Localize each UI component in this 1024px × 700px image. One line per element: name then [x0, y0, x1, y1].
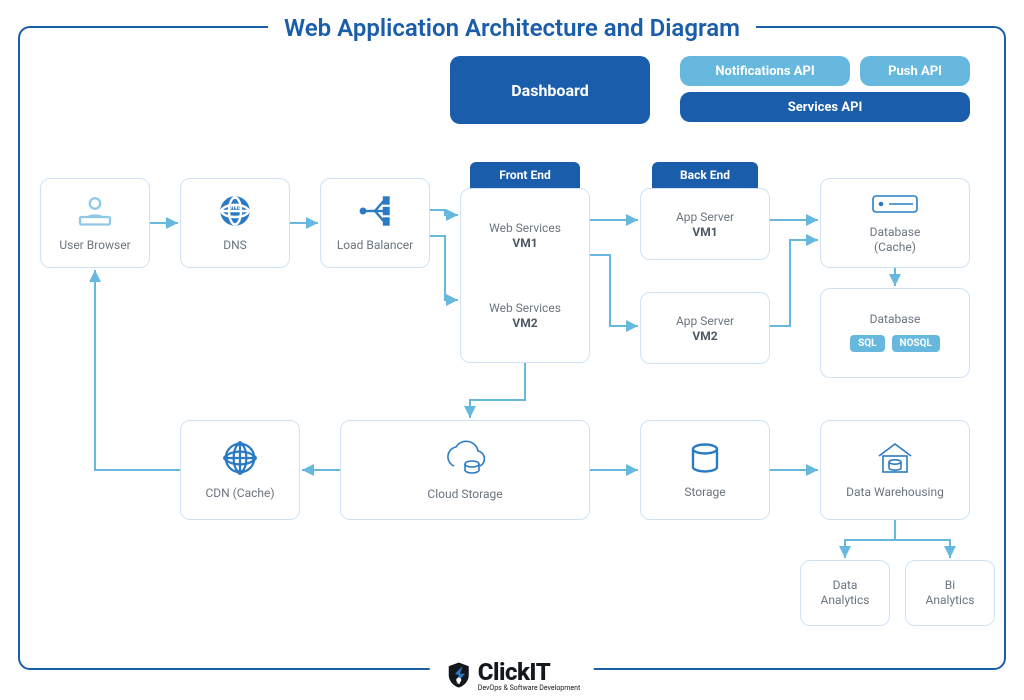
- node-label: Data Warehousing: [846, 485, 944, 500]
- node-database-cache: Database (Cache): [820, 178, 970, 268]
- node-frontend: Web Services VM1 Web Services VM2: [460, 188, 590, 363]
- sql-chip: SQL: [850, 335, 884, 352]
- notifications-pill: Notifications API: [680, 56, 850, 86]
- server-icon: [871, 192, 919, 219]
- nosql-chip: NOSQL: [892, 335, 940, 352]
- node-label: CDN (Cache): [205, 486, 274, 501]
- frontend-tag: Front End: [470, 162, 580, 188]
- node-appserver-vm2: App Server VM2: [640, 292, 770, 364]
- node-label: Storage: [684, 485, 725, 500]
- globe-icon: [217, 193, 253, 232]
- node-label: User Browser: [59, 238, 130, 253]
- node-label: Cloud Storage: [427, 487, 502, 502]
- node-data-analytics: Data Analytics: [800, 560, 890, 626]
- node-storage: Storage: [640, 420, 770, 520]
- load-balancer-icon: [357, 193, 393, 232]
- node-load-balancer: Load Balancer: [320, 178, 430, 268]
- node-cloud-storage: Cloud Storage: [340, 420, 590, 520]
- node-bi-analytics: Bi Analytics: [905, 560, 995, 626]
- node-database: Database SQL NOSQL: [820, 288, 970, 378]
- node-user-browser: User Browser: [40, 178, 150, 268]
- node-cdn: CDN (Cache): [180, 420, 300, 520]
- dashboard-pill: Dashboard: [450, 56, 650, 124]
- push-pill: Push API: [860, 56, 970, 86]
- brand-logo: ClickIT DevOps & Software Development: [430, 658, 594, 692]
- cylinder-icon: [687, 440, 723, 479]
- web-services-vm1: Web Services VM1: [489, 221, 561, 250]
- node-data-warehousing: Data Warehousing: [820, 420, 970, 520]
- backend-tag: Back End: [652, 162, 758, 188]
- node-label: Load Balancer: [337, 238, 413, 253]
- cloud-db-icon: [440, 438, 490, 481]
- shield-icon: [444, 660, 474, 690]
- user-icon: [77, 193, 113, 232]
- node-appserver-vm1: App Server VM1: [640, 188, 770, 260]
- db-chips: SQL NOSQL: [848, 333, 942, 354]
- node-label: DNS: [223, 238, 247, 253]
- warehouse-icon: [875, 440, 915, 479]
- logo-subtitle: DevOps & Software Development: [478, 684, 580, 692]
- globe-grid-icon: [221, 439, 259, 480]
- node-dns: DNS DNS: [180, 178, 290, 268]
- services-pill: Services API: [680, 92, 970, 122]
- logo-text: ClickIT: [478, 658, 550, 686]
- page-title: Web Application Architecture and Diagram: [268, 14, 756, 42]
- web-services-vm2: Web Services VM2: [489, 301, 561, 330]
